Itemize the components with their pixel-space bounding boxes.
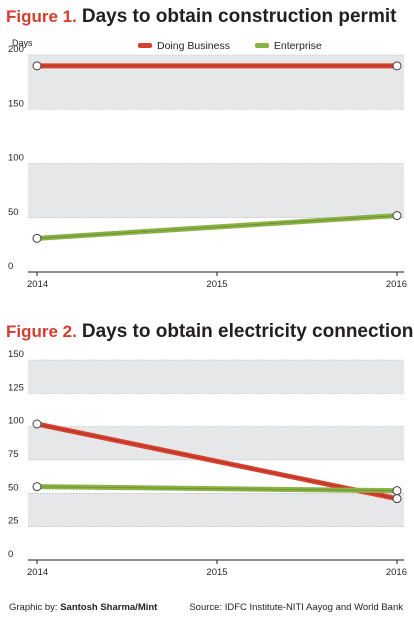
x-tick-label: 2015 [206, 567, 227, 578]
data-point-doing-business [32, 61, 42, 71]
figure-1-heading: Days to obtain construction permit [81, 6, 397, 27]
source-note: Source: IDFC Institute-NITI Aayog and Wo… [189, 602, 403, 613]
data-point-enterprise [392, 211, 402, 221]
data-point-enterprise [32, 233, 42, 243]
series-line-enterprise [34, 213, 400, 241]
y-tick-label: 75 [8, 449, 19, 460]
legend-label-enterprise: Enterprise [273, 39, 322, 52]
legend-label-doing-business: Doing Business [157, 39, 230, 52]
y-tick-label: 25 [8, 516, 19, 527]
figure-1-title: Figure 1. Days to obtain construction per… [6, 6, 396, 28]
series-line-enterprise [34, 484, 400, 494]
y-tick-label: 100 [8, 153, 24, 164]
series-line-edge-enterprise [36, 215, 398, 239]
credit-prefix: Graphic by: [9, 602, 58, 613]
legend-item-enterprise: Enterprise [254, 39, 322, 52]
grid-band [28, 426, 404, 460]
series-line-doing-business [34, 421, 400, 502]
x-tick-label: 2016 [386, 567, 407, 578]
series-line-edge-doing-business [36, 423, 398, 500]
legend: Doing Business Enterprise [138, 39, 344, 52]
y-tick-label: 50 [8, 207, 19, 218]
x-tick-label: 2014 [27, 567, 48, 578]
y-tick-label: 125 [8, 382, 24, 393]
data-point-doing-business [392, 61, 402, 71]
series-line-edge-enterprise [36, 486, 398, 492]
legend-swatch-enterprise [254, 43, 269, 48]
grid-band [28, 360, 404, 394]
data-point-enterprise [32, 482, 42, 492]
y-tick-label: 100 [8, 416, 24, 427]
y-axis-unit-label: Days [12, 38, 33, 48]
figure-1-label: Figure 1. [6, 7, 77, 26]
construction-permit-chart: 0 50 100 150 200 2014 2015 2016 [8, 44, 407, 290]
y-tick-label: 0 [8, 549, 13, 560]
figure-2-heading: Days to obtain electricity connection [81, 321, 414, 342]
y-tick-label: 50 [8, 482, 19, 493]
y-tick-label: 0 [8, 261, 13, 272]
credit-name: Santosh Sharma/Mint [60, 602, 158, 613]
y-tick-label: 150 [8, 349, 24, 360]
grid-band [28, 163, 404, 218]
electricity-connection-chart: 0 25 50 75 100 125 150 2014 2015 2016 [8, 349, 407, 578]
x-tick-label: 2015 [206, 279, 227, 290]
y-tick-label: 150 [8, 98, 24, 109]
grid-band [28, 493, 404, 527]
legend-swatch-doing-business [138, 43, 152, 48]
data-point-enterprise [392, 486, 402, 496]
x-tick-label: 2014 [27, 279, 48, 290]
data-point-doing-business [392, 494, 402, 504]
y-tick-label: 200 [8, 44, 24, 55]
graphic-credit: Graphic by: Santosh Sharma/Mint [9, 602, 157, 613]
x-tick-label: 2016 [386, 279, 407, 290]
data-point-doing-business [32, 419, 42, 429]
figure-2-title: Figure 2. Days to obtain electricity conn… [6, 321, 413, 343]
figure-2-label: Figure 2. [6, 322, 77, 341]
legend-item-doing-business: Doing Business [138, 40, 230, 52]
